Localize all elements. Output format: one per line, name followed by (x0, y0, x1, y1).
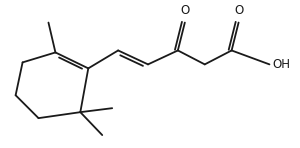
Text: OH: OH (272, 58, 290, 71)
Text: O: O (180, 4, 190, 17)
Text: O: O (234, 4, 243, 17)
